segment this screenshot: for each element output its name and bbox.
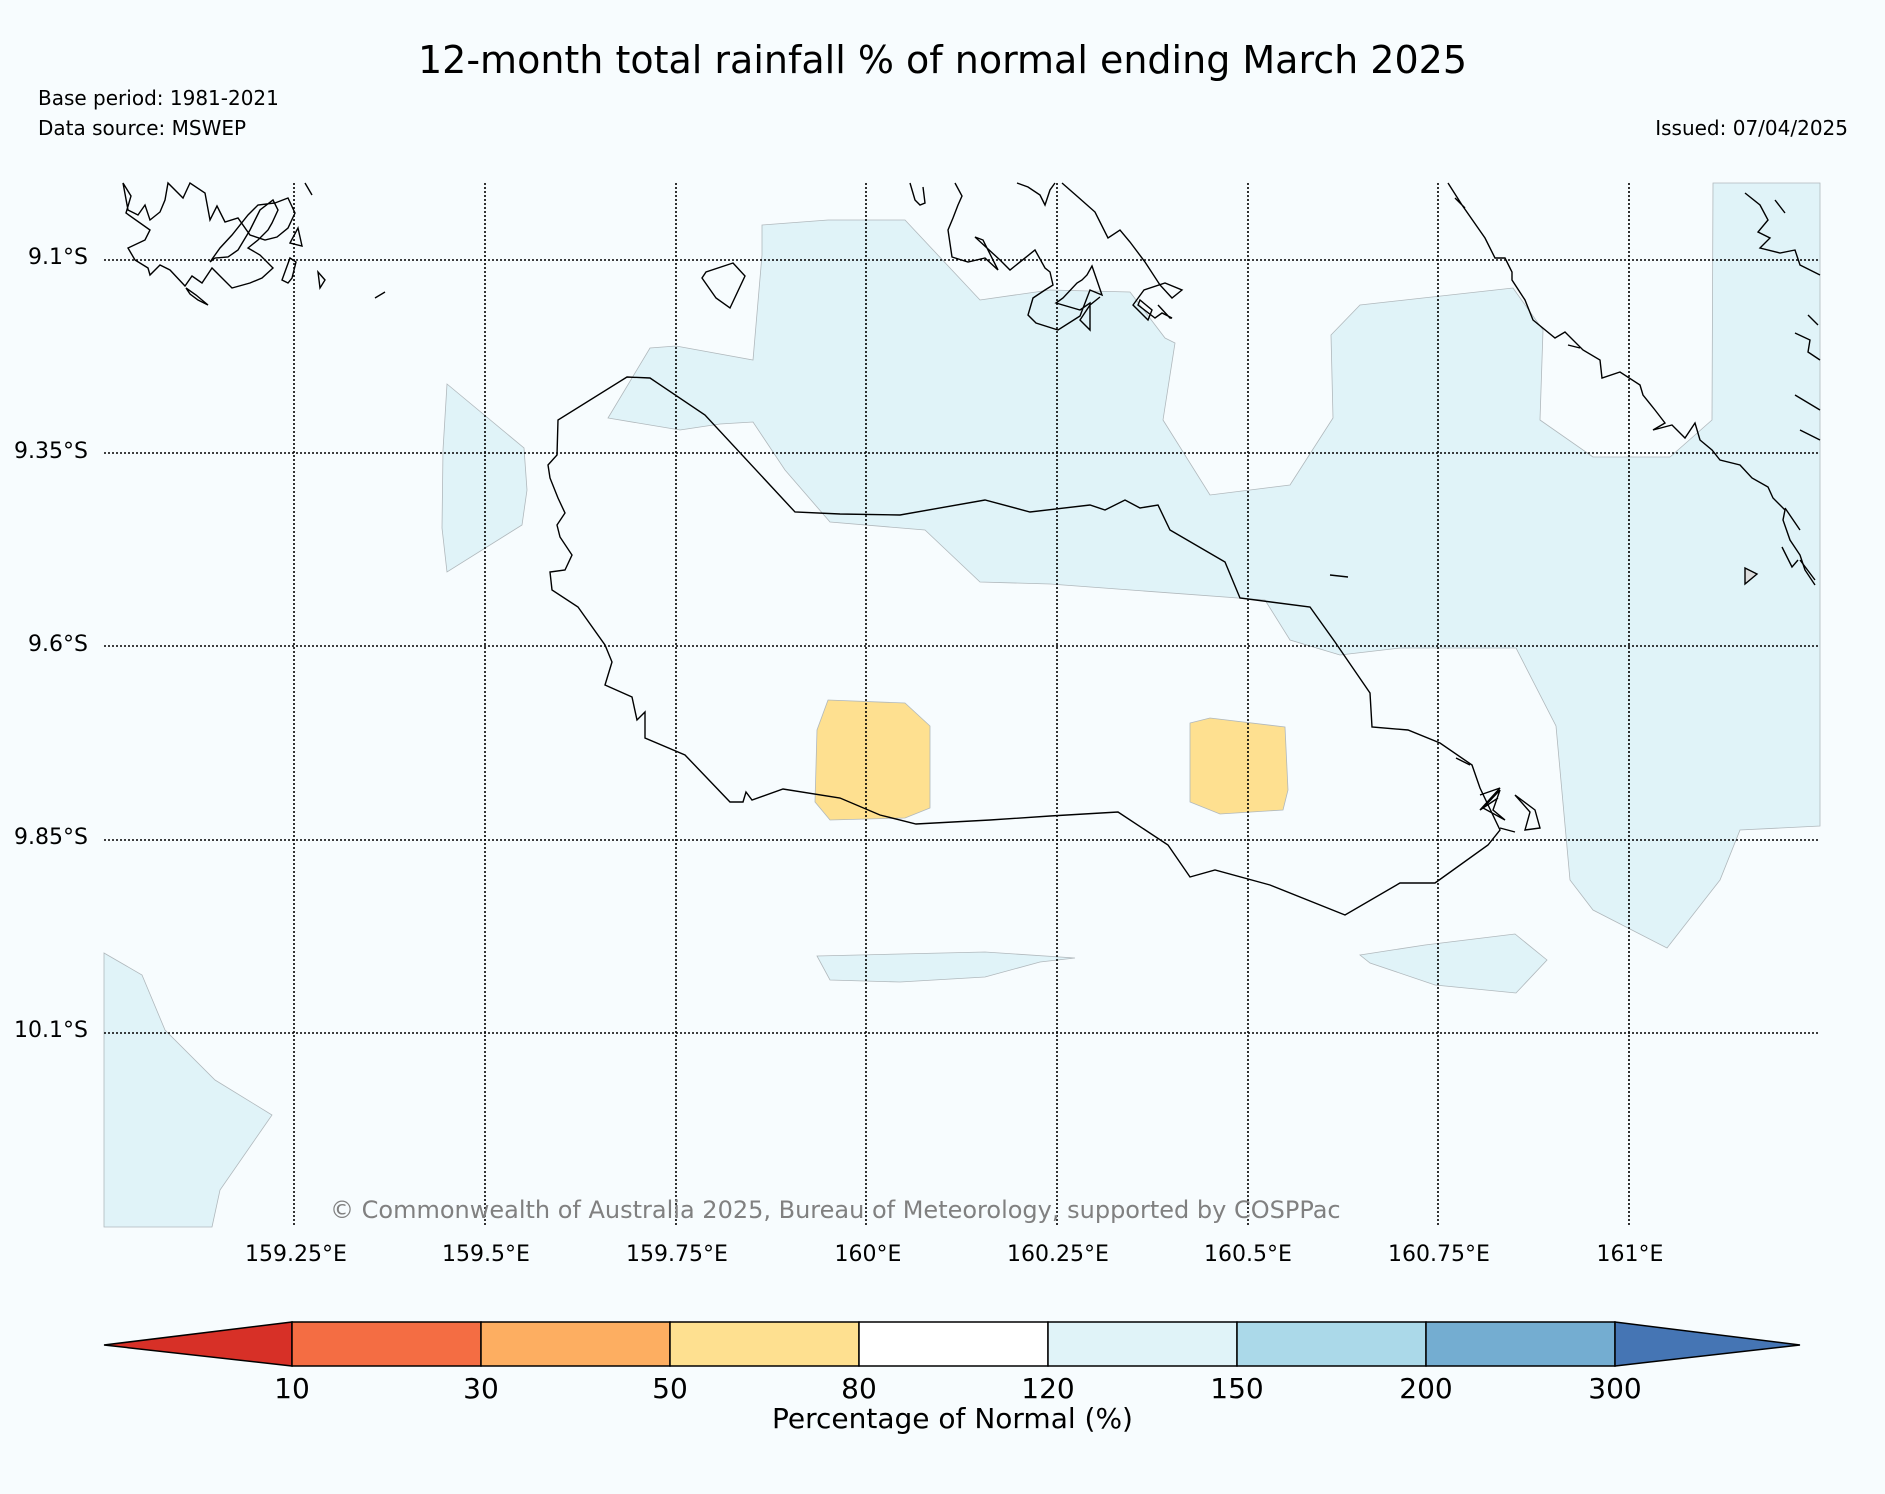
colorbar-bin-120-150 — [1047, 1321, 1238, 1367]
lat-label: 9.85°S — [14, 825, 88, 850]
lon-label: 161°E — [1596, 1242, 1664, 1267]
coastline-main-island — [547, 376, 1501, 916]
colorbar-tick-label: 300 — [1588, 1372, 1642, 1405]
coastline-islet — [701, 262, 746, 310]
dry-patch-east — [1189, 717, 1289, 815]
colorbar-bin-50-80 — [669, 1321, 860, 1367]
coastline-northwest — [122, 181, 296, 289]
rainfall-anomaly-shading — [103, 182, 1821, 1228]
colorbar-tick-label: 80 — [841, 1372, 877, 1405]
colorbar-extend-low — [103, 1321, 293, 1367]
coastlines — [122, 181, 1821, 916]
coastline-north-island-east — [1061, 182, 1184, 322]
data-source: Data source: MSWEP — [38, 116, 247, 140]
coastline-northwest-isles — [185, 182, 386, 306]
lon-label: 159.25°E — [245, 1242, 347, 1267]
lat-label: 9.35°S — [14, 439, 88, 464]
colorbar — [103, 1321, 1801, 1367]
graticule — [104, 183, 1820, 1227]
colorbar-bin-30-50 — [480, 1321, 671, 1367]
lat-label: 10.1°S — [14, 1018, 88, 1043]
copyright-notice: © Commonwealth of Australia 2025, Bureau… — [330, 1196, 1341, 1224]
lat-label: 9.6°S — [28, 632, 88, 657]
colorbar-tick-label: 10 — [274, 1372, 310, 1405]
wet-patch-south-center — [816, 951, 1076, 983]
lon-label: 160.75°E — [1388, 1242, 1490, 1267]
colorbar-bin-10-30 — [291, 1321, 482, 1367]
coastline-north-island — [909, 182, 1104, 332]
colorbar-tick-label: 120 — [1021, 1372, 1075, 1405]
base-period: Base period: 1981-2021 — [38, 86, 279, 110]
colorbar-extend-high — [1614, 1321, 1801, 1367]
colorbar-label: Percentage of Normal (%) — [772, 1402, 1133, 1435]
wet-patch-south-east — [1359, 933, 1548, 994]
lon-label: 160.25°E — [1007, 1242, 1109, 1267]
wet-patch-southwest — [103, 952, 273, 1228]
colorbar-tick-label: 200 — [1399, 1372, 1453, 1405]
coastline-southeast-islets — [1481, 789, 1541, 831]
colorbar-tick-label: 50 — [652, 1372, 688, 1405]
lon-label: 159.5°E — [442, 1242, 530, 1267]
lon-label: 160.5°E — [1204, 1242, 1292, 1267]
colorbar-tick-label: 30 — [463, 1372, 499, 1405]
lon-label: 160°E — [834, 1242, 902, 1267]
lon-label: 159.75°E — [626, 1242, 728, 1267]
colorbar-bin-200-300 — [1425, 1321, 1616, 1367]
map-title: 12-month total rainfall % of normal endi… — [417, 38, 1468, 82]
colorbar-tick-label: 150 — [1210, 1372, 1264, 1405]
coastline-northeast — [1447, 182, 1816, 586]
colorbar-bin-80-120 — [858, 1321, 1049, 1367]
colorbar-bin-150-200 — [1236, 1321, 1427, 1367]
coastline-east-small — [1329, 574, 1516, 833]
lat-label: 9.1°S — [28, 245, 88, 270]
coastline-east-triangle — [1744, 566, 1759, 586]
dry-patch-west — [814, 699, 931, 821]
wet-region-north — [607, 182, 1821, 949]
issued-date: Issued: 07/04/2025 — [1655, 116, 1848, 140]
coastline-far-east — [1744, 192, 1821, 581]
